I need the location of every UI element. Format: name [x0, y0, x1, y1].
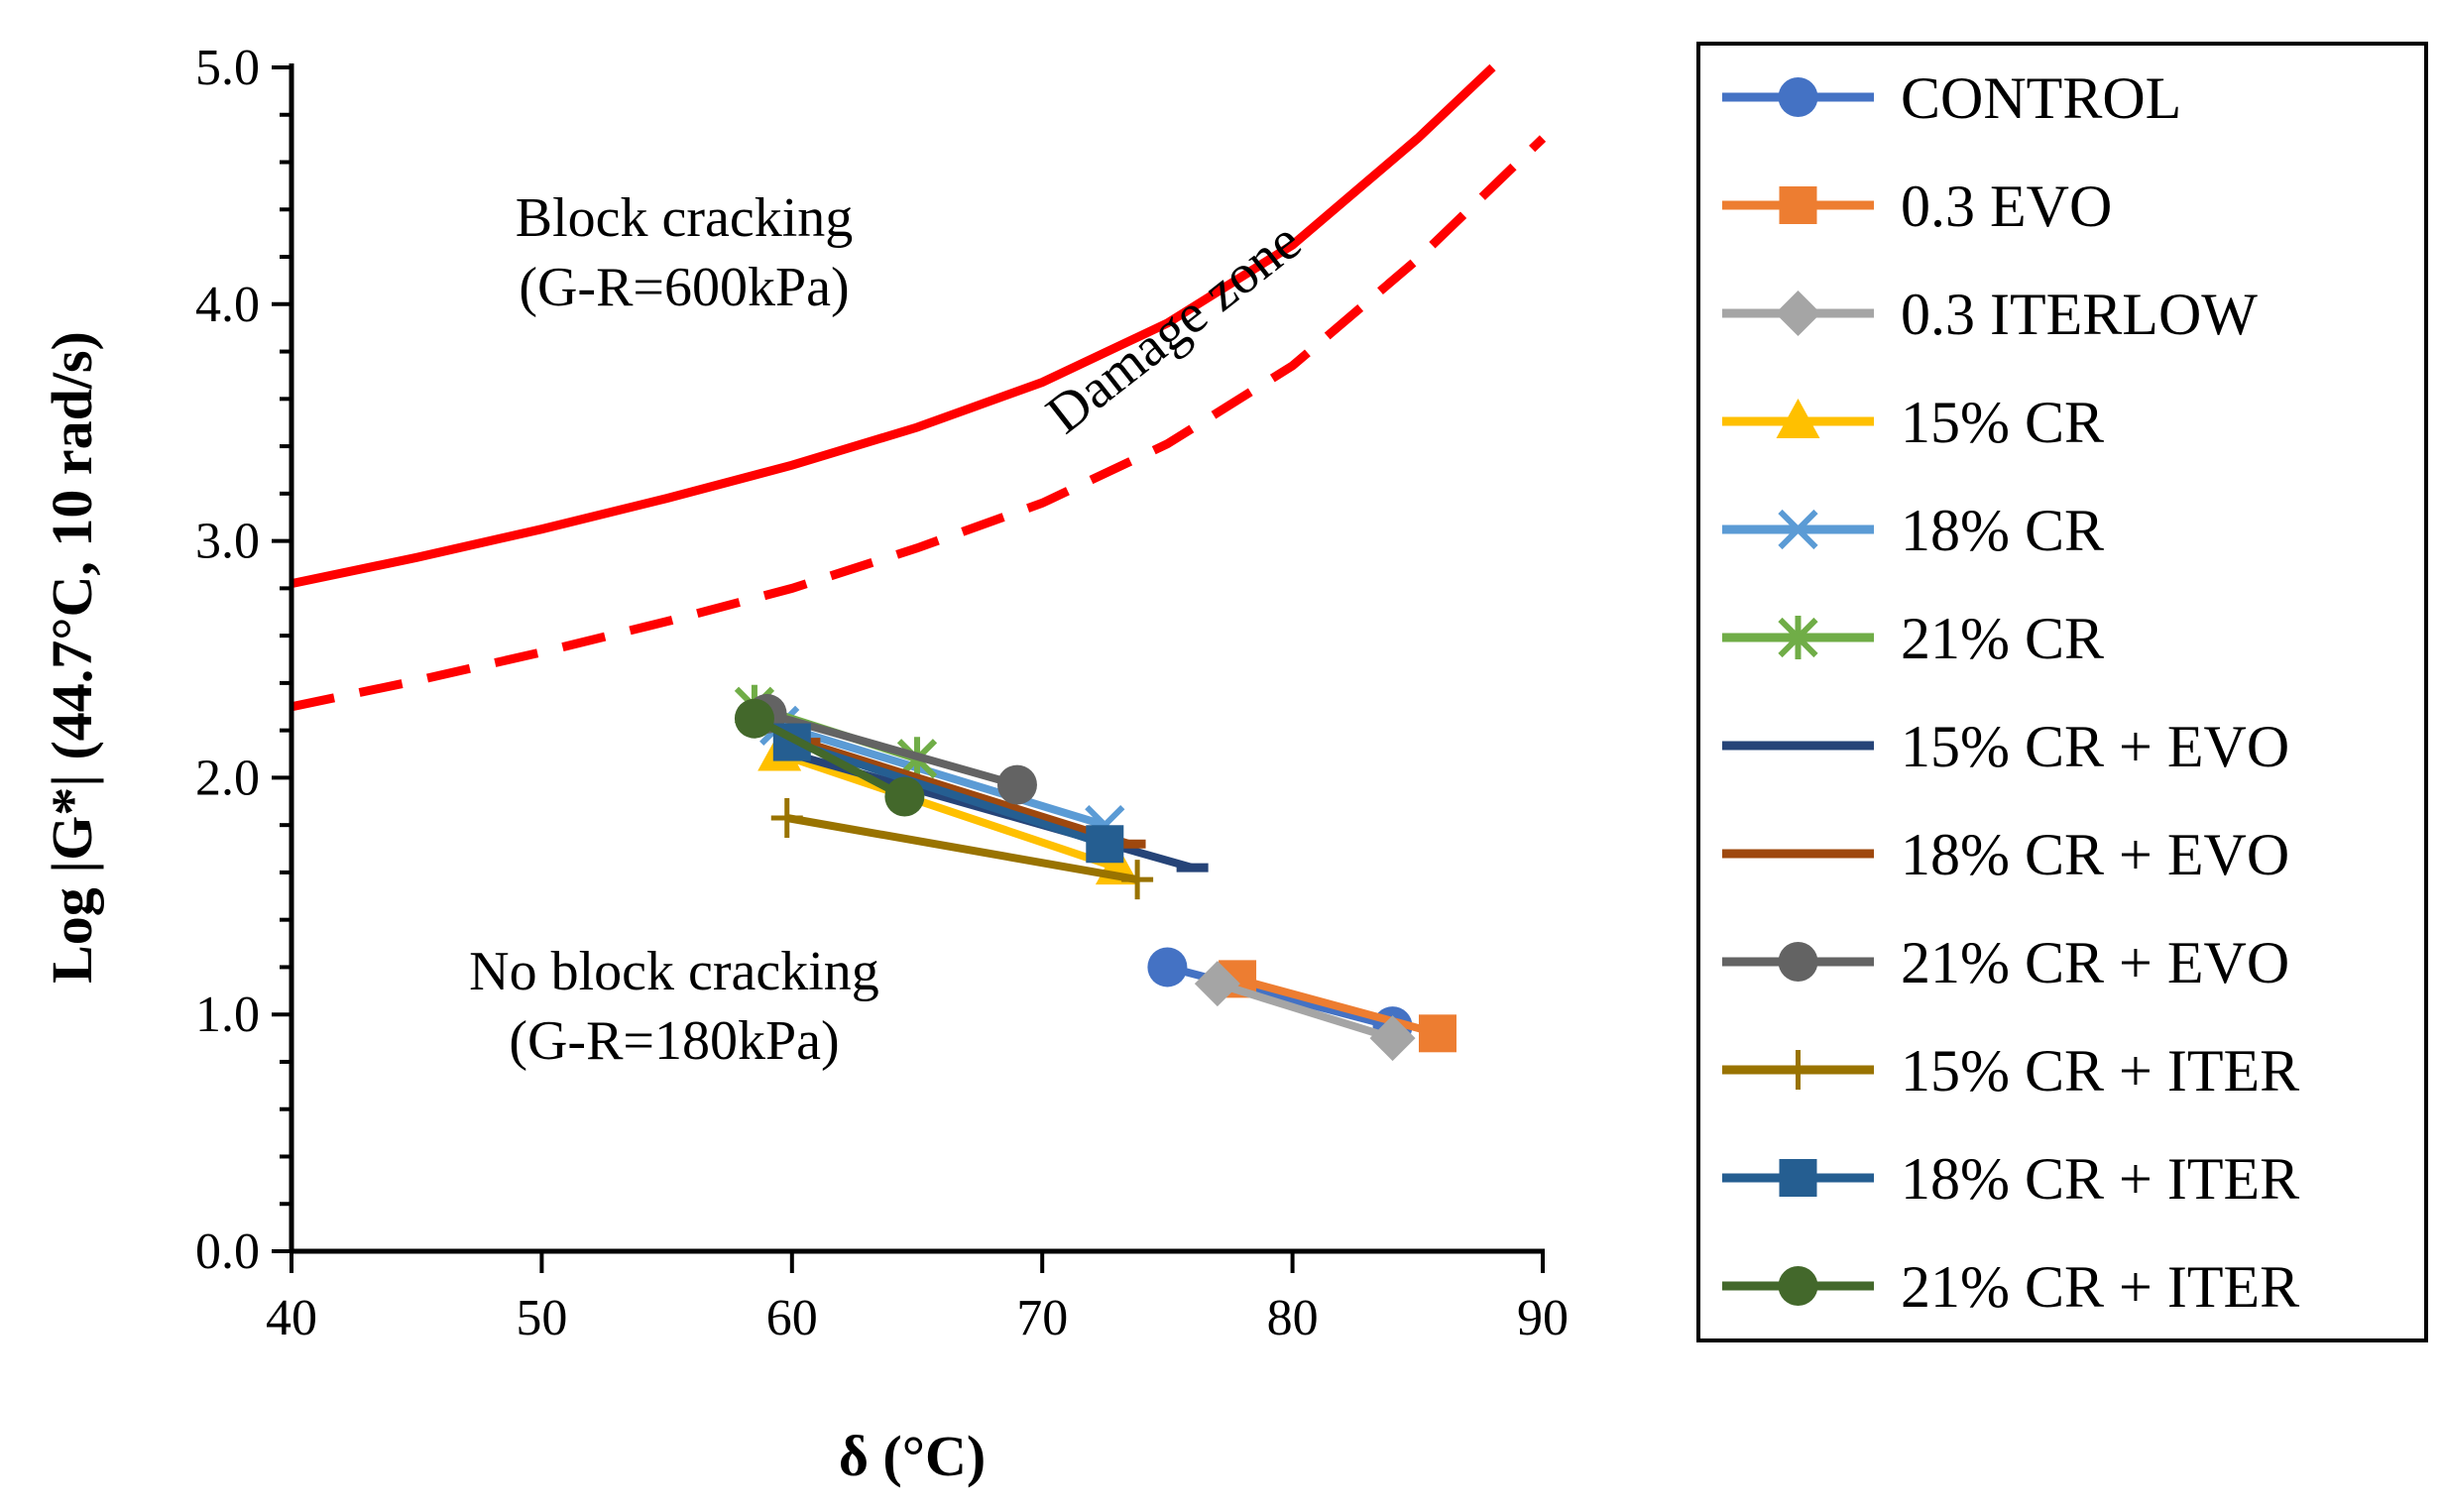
legend-label: 21% CR + EVO: [1901, 930, 2289, 995]
legend-marker: [1778, 509, 1818, 550]
data-point: [1121, 860, 1154, 900]
data-point: [770, 797, 803, 838]
legend-box: [1696, 42, 2428, 1342]
series-line: [777, 750, 1119, 872]
annotation-damage-zone: Damage zone: [1035, 210, 1313, 445]
legend: CONTROL 0.3 EVO 0.3 ITERLOW 15% CR 18% CR 21%…: [1696, 42, 2428, 1342]
x-tick-label: 40: [266, 1290, 317, 1346]
legend-marker: [1782, 1050, 1814, 1090]
legend-label: 15% CR: [1901, 390, 2104, 455]
legend-entry: 21% CR + ITER: [1722, 1254, 2299, 1320]
legend-entry: 18% CR + EVO: [1722, 822, 2289, 887]
threshold-curves: [291, 63, 1547, 712]
y-tick-label: 5.0: [195, 40, 260, 96]
legend-marker: [1778, 1266, 1818, 1306]
legend-label: 21% CR + ITER: [1901, 1254, 2299, 1320]
series-line: [1166, 963, 1394, 1030]
data-point: [1147, 947, 1188, 988]
x-tick-label: 80: [1267, 1290, 1319, 1346]
legend-entry: 15% CR + ITER: [1722, 1038, 2299, 1104]
legend-label: 18% CR: [1901, 498, 2104, 563]
legend-label: 18% CR + EVO: [1901, 822, 2289, 887]
legend-entry: 18% CR: [1722, 498, 2104, 563]
legend-entry: 0.3 EVO: [1722, 174, 2112, 239]
y-tick-label: 4.0: [195, 277, 260, 333]
legend-entry: CONTROL: [1722, 65, 2181, 131]
series-line: [790, 738, 1106, 849]
legend-entry: 18% CR + ITER: [1722, 1146, 2299, 1212]
annotation-block-cracking: Block cracking: [516, 187, 854, 249]
legend-entry: 21% CR: [1722, 606, 2104, 671]
y-tick-label: 1.0: [195, 987, 260, 1043]
plot-area: 0.0 1.0 2.0 3.0 4.0 5.0 40 50 60 70 80 90: [195, 40, 1569, 1346]
legend-marker: [1779, 1159, 1817, 1197]
curve-block-cracking: [291, 63, 1496, 589]
legend-entry: 0.3 ITERLOW: [1722, 282, 2258, 347]
legend-entry: 15% CR: [1722, 390, 2104, 455]
annotation-no-block-cracking: No block cracking: [469, 941, 879, 1002]
y-axis-title: Log |G*| (44.7°C, 10 rad/s): [40, 331, 104, 984]
data-point: [1418, 1014, 1456, 1053]
data-point: [1369, 1015, 1416, 1062]
series-9: [770, 797, 1154, 900]
curve-no-block-cracking: [291, 135, 1547, 712]
series-line: [1216, 980, 1394, 1042]
y-tick-label: 0.0: [195, 1223, 260, 1280]
data-point: [1194, 961, 1240, 1007]
data-point: [884, 776, 925, 817]
y-tick-label: 3.0: [195, 514, 260, 570]
legend-entry: 15% CR + EVO: [1722, 714, 2289, 779]
legend-marker: [1778, 616, 1818, 659]
axes: 0.0 1.0 2.0 3.0 4.0 5.0 40 50 60 70 80 90: [195, 40, 1569, 1346]
data-point: [996, 764, 1037, 805]
legend-label: 21% CR: [1901, 606, 2104, 671]
series-10: [772, 723, 1124, 864]
series-line: [1236, 975, 1440, 1038]
legend-label: 0.3 ITERLOW: [1901, 282, 2258, 347]
series-layer: [734, 684, 1456, 1062]
x-tick-label: 90: [1517, 1290, 1569, 1346]
legend-marker: [1776, 399, 1820, 438]
legend-label: 15% CR + ITER: [1901, 1038, 2299, 1104]
x-tick-label: 60: [766, 1290, 818, 1346]
legend-marker: [1778, 77, 1818, 117]
legend-label: 0.3 EVO: [1901, 174, 2112, 239]
annotation-no-block-gr: (G-R=180kPa): [509, 1010, 839, 1072]
series-1: [1219, 960, 1456, 1053]
series-line: [786, 814, 1138, 884]
series-line: [778, 722, 1106, 830]
series-2: [1194, 961, 1416, 1062]
legend-label: 18% CR + ITER: [1901, 1146, 2299, 1212]
x-tick-label: 70: [1016, 1290, 1068, 1346]
series-line: [803, 738, 1131, 849]
legend-marker: [1779, 186, 1817, 224]
data-point: [734, 698, 774, 739]
series-11: [734, 698, 925, 817]
x-axis-title: δ (°C): [839, 1424, 986, 1488]
legend-marker: [1778, 942, 1818, 982]
legend-marker: [1775, 291, 1821, 336]
data-point: [1086, 825, 1124, 864]
x-tick-label: 50: [516, 1290, 567, 1346]
series-line: [753, 715, 907, 801]
legend-label: 15% CR + EVO: [1901, 714, 2289, 779]
legend-label: CONTROL: [1901, 65, 2181, 131]
y-tick-label: 2.0: [195, 750, 260, 806]
legend-entry: 21% CR + EVO: [1722, 930, 2289, 995]
annotation-block-gr: (G-R=600kPa): [519, 257, 849, 318]
